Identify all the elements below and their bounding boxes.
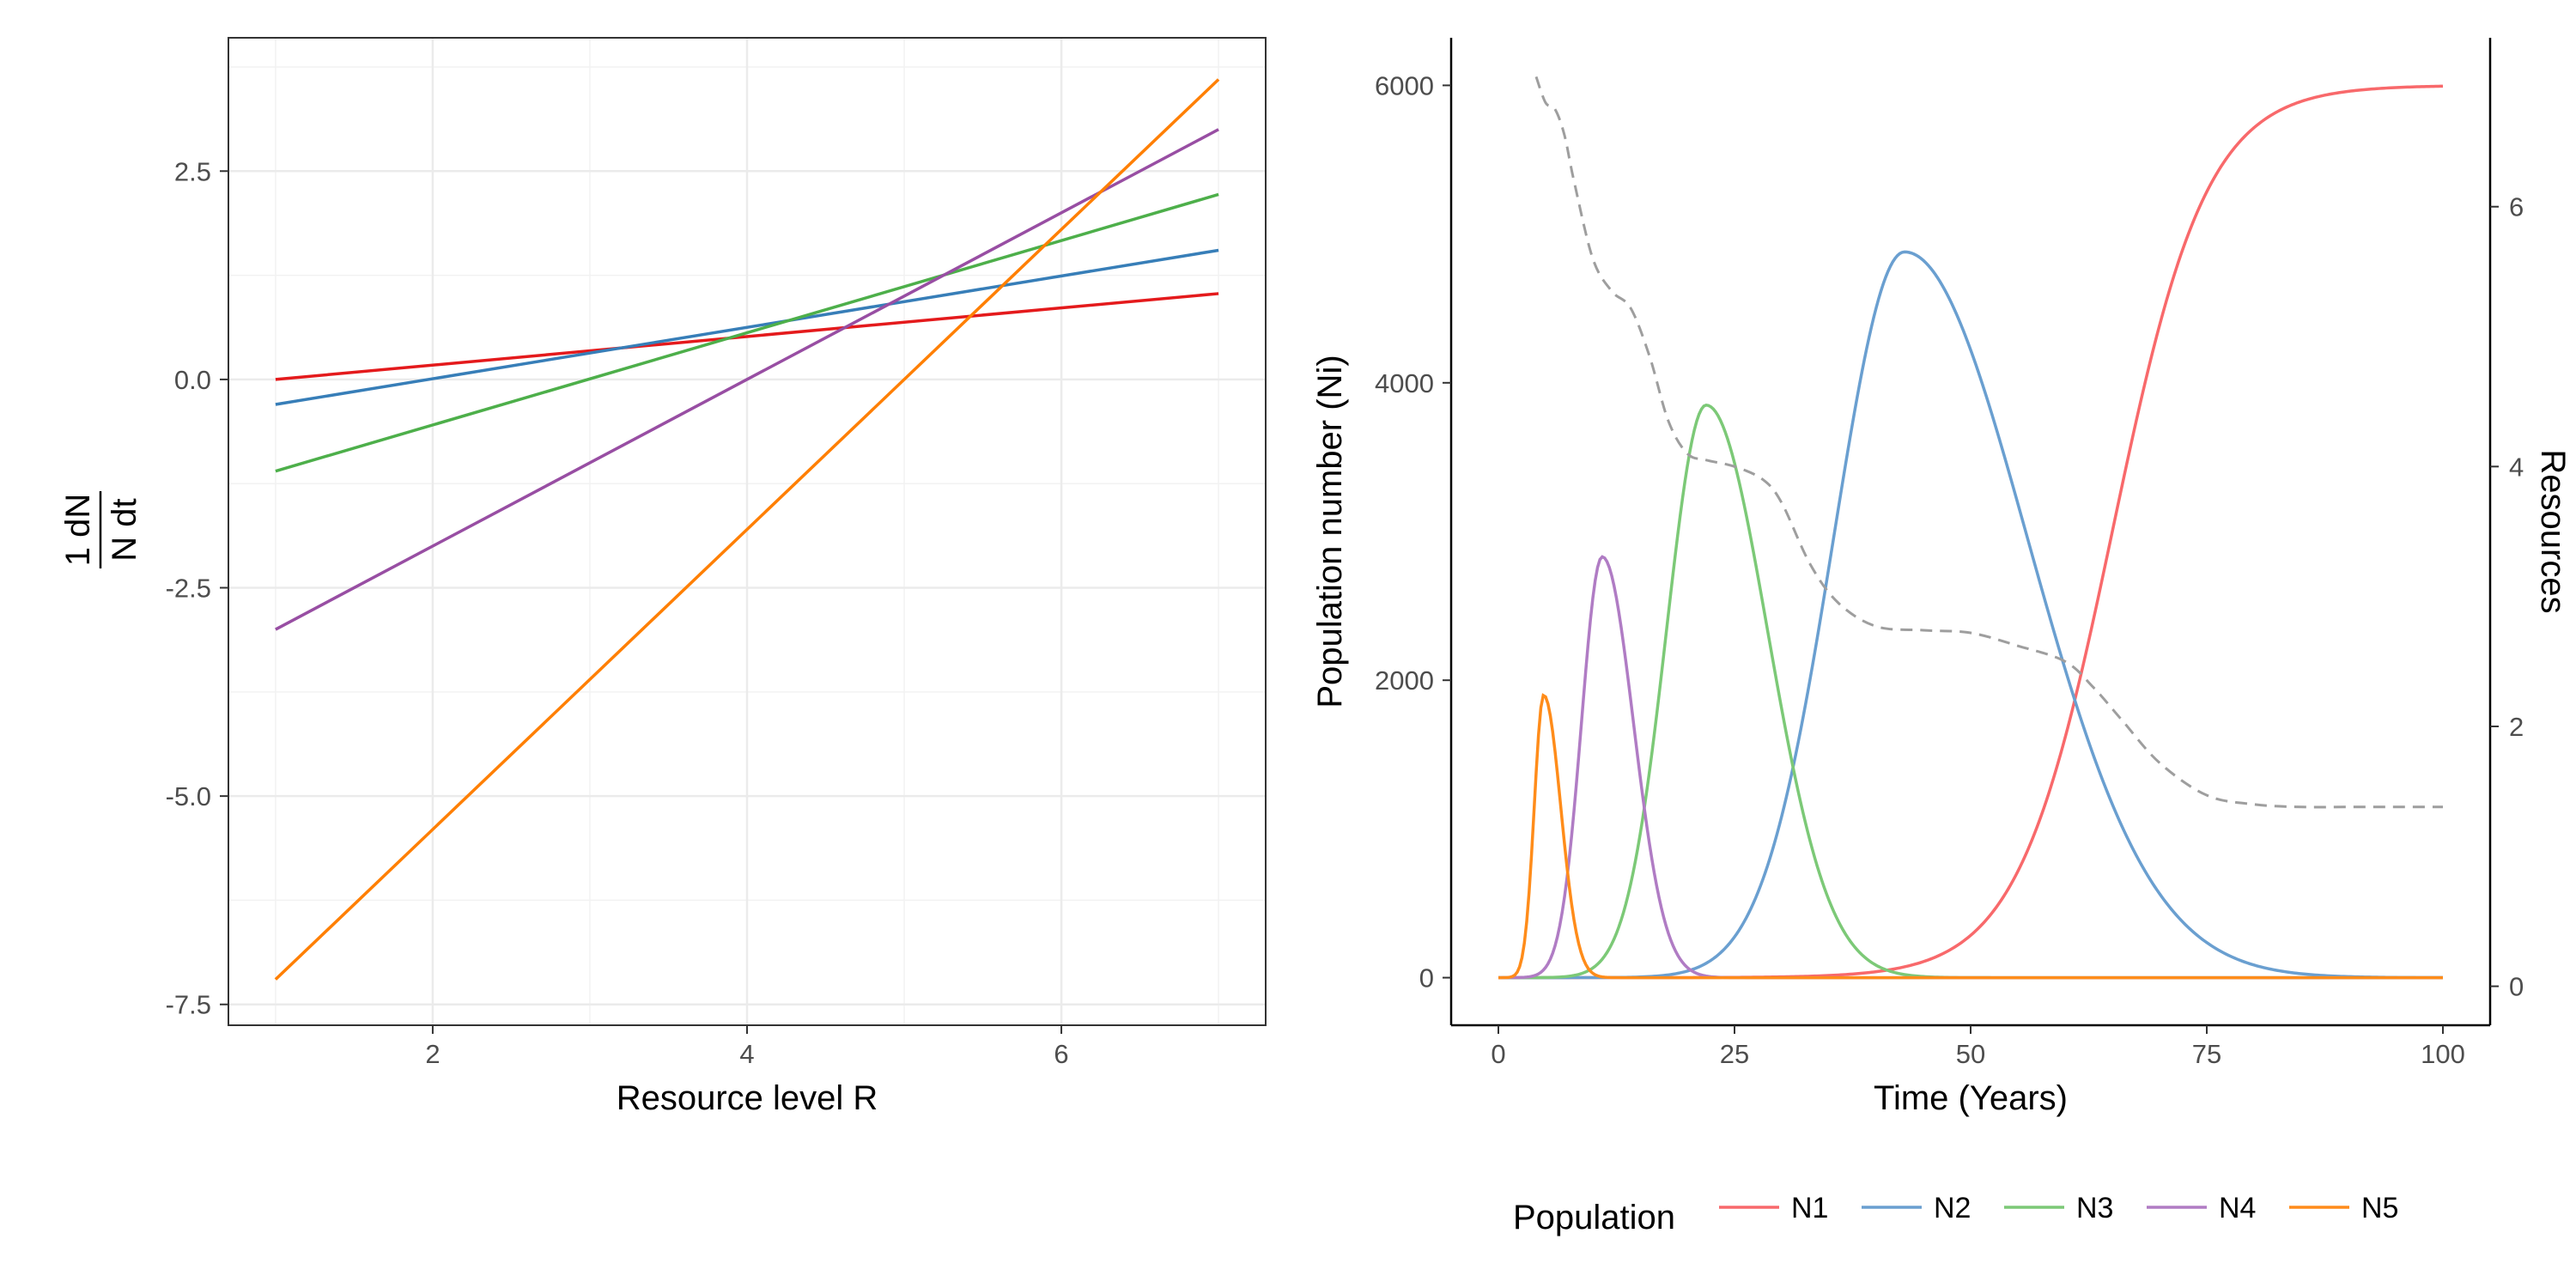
right-secondary-y-axis-ticks: 0 2 4 6 <box>2490 192 2524 1002</box>
right-y-axis-title: Population number (Ni) <box>1311 355 1349 708</box>
left-y-tick-label: -5.0 <box>166 781 211 811</box>
legend-label-n3: N3 <box>2076 1192 2113 1224</box>
right-y2-tick-label: 2 <box>2509 712 2524 742</box>
right-y2-tick-label: 4 <box>2509 452 2524 482</box>
left-series-line-n1 <box>275 292 1219 381</box>
left-y-axis-title: 1 dN N dt <box>59 491 143 568</box>
legend-items: N1 N2 N3 N4 N5 <box>1719 1192 2398 1224</box>
left-series-line-n5 <box>274 78 1220 981</box>
right-series-lines <box>1498 84 2444 980</box>
left-x-axis-title: Resource level R <box>617 1079 878 1117</box>
legend-label-n1: N1 <box>1791 1192 1828 1224</box>
left-x-tick-label: 4 <box>739 1039 754 1069</box>
left-x-tick-label: 6 <box>1054 1039 1068 1069</box>
left-y-axis-title-denominator: N dt <box>106 498 143 561</box>
legend-label-n5: N5 <box>2361 1192 2398 1224</box>
left-series-lines <box>274 78 1220 981</box>
left-y-tick-label: -2.5 <box>166 574 211 604</box>
right-y-tick-label: 0 <box>1419 963 1434 993</box>
legend: Population N1 N2 N3 N4 N5 <box>1513 1192 2398 1236</box>
left-y-tick-label: 2.5 <box>174 156 211 186</box>
right-series-line-n2 <box>1498 250 2443 980</box>
right-x-tick-label: 100 <box>2421 1039 2465 1069</box>
legend-label-n2: N2 <box>1934 1192 1971 1224</box>
left-x-axis-ticks: 2 4 6 <box>425 1025 1069 1069</box>
right-y-tick-label: 6000 <box>1375 70 1434 100</box>
legend-title: Population <box>1513 1199 1675 1236</box>
left-y-tick-label: -7.5 <box>166 990 211 1020</box>
left-series-line-n3 <box>275 192 1219 473</box>
resources-dashed-line <box>1534 76 2443 809</box>
left-x-tick-label: 2 <box>425 1039 440 1069</box>
right-x-tick-label: 25 <box>1720 1039 1749 1069</box>
right-series-line-n5 <box>1498 693 2443 980</box>
right-series-line-n3 <box>1498 403 2443 980</box>
right-x-axis-ticks: 0 25 50 75 100 <box>1491 1025 2465 1069</box>
right-x-tick-label: 0 <box>1491 1039 1505 1069</box>
left-y-tick-label: 0.0 <box>174 365 211 395</box>
right-y2-tick-label: 0 <box>2509 972 2524 1002</box>
left-series-line-n2 <box>275 248 1219 406</box>
right-x-axis-title: Time (Years) <box>1874 1079 2068 1117</box>
right-y-axis-ticks: 0 2000 4000 6000 <box>1375 70 1451 993</box>
right-y-tick-label: 2000 <box>1375 665 1434 696</box>
right-x-tick-label: 75 <box>2192 1039 2221 1069</box>
right-y-tick-label: 4000 <box>1375 368 1434 398</box>
right-chart-panel: 0 25 50 75 100 0 2000 4000 6000 0 2 4 6 Time (Year… <box>1311 38 2572 1117</box>
left-y-axis-ticks: 2.5 0.0 -2.5 -5.0 -7.5 <box>166 156 228 1020</box>
right-y2-tick-label: 6 <box>2509 192 2524 222</box>
legend-label-n4: N4 <box>2219 1192 2256 1224</box>
right-x-tick-label: 50 <box>1956 1039 1985 1069</box>
left-y-axis-title-numerator: 1 dN <box>59 494 97 567</box>
right-secondary-y-axis-title: Resources <box>2534 449 2572 613</box>
right-series-line-n4 <box>1498 555 2443 980</box>
right-series-line-n1 <box>1498 84 2444 980</box>
left-series-line-n4 <box>275 128 1219 631</box>
